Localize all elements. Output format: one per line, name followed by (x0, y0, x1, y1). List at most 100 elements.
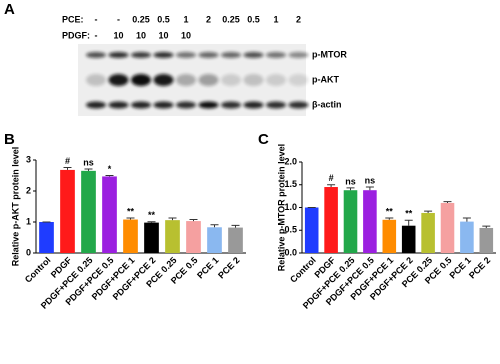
error-bar (365, 186, 374, 191)
significance: ** (405, 209, 413, 219)
error-bar (231, 224, 240, 228)
blot-band (288, 101, 309, 109)
panel-label: C (258, 131, 269, 148)
error-bar (327, 184, 336, 188)
row-label: PDGF: (62, 30, 90, 40)
error-bar (482, 225, 491, 228)
significance: ns (365, 175, 376, 185)
blot-band (221, 101, 241, 109)
bar (102, 176, 117, 253)
y-tick-label: 3 (26, 154, 31, 164)
lane-label: - (117, 14, 120, 24)
blot-band (266, 101, 286, 109)
bar (324, 187, 338, 253)
y-tick-label: 0.5 (284, 225, 297, 235)
blot-band (288, 74, 309, 86)
x-tick-label: PCE 2 (216, 255, 241, 280)
error-bar (346, 187, 355, 191)
blot-band (86, 74, 106, 86)
blot-band (131, 101, 151, 109)
lane-label: 10 (158, 30, 168, 40)
bar (479, 227, 494, 253)
bar (123, 219, 138, 253)
bar (304, 207, 319, 253)
error-bar (404, 219, 413, 226)
lane-label: - (95, 30, 98, 40)
significance: # (329, 173, 334, 183)
error-bar (189, 219, 198, 222)
blot-band (176, 52, 196, 58)
lane-label: 1 (273, 14, 278, 24)
blot-band (131, 52, 151, 58)
significance: ** (127, 206, 135, 216)
lane-label: 2 (296, 14, 301, 24)
bar (382, 219, 397, 253)
blot-band (266, 52, 286, 58)
panel-label: A (4, 1, 15, 18)
blot-band (131, 74, 151, 86)
error-bar (105, 175, 114, 177)
blot-band (176, 101, 196, 109)
y-tick-label: 1 (26, 216, 31, 226)
lane-label: 0.5 (157, 14, 170, 24)
blot-band (198, 74, 219, 86)
error-bar (385, 217, 394, 220)
panel-label: B (4, 131, 15, 148)
x-tick-label: PCE 2 (467, 255, 492, 280)
significance: ns (83, 157, 94, 167)
lane-label: 10 (113, 30, 123, 40)
error-bar (443, 201, 452, 203)
lane-label: 0.25 (132, 14, 150, 24)
y-axis-label: Relative p-MTOR protein level (276, 144, 286, 271)
blot-band (86, 101, 106, 109)
blot-band (198, 101, 219, 109)
y-tick-label: 0 (26, 247, 31, 257)
blot-band (288, 52, 309, 58)
x-tick-label: Control (23, 255, 53, 285)
error-bar (210, 224, 219, 228)
error-bar (63, 166, 72, 170)
lane-label: 2 (206, 14, 211, 24)
x-tick-label: Control (288, 255, 318, 285)
y-tick-label: 2 (26, 185, 31, 195)
blot-band (266, 74, 286, 86)
y-tick-label: 0.0 (284, 247, 297, 257)
blot-band (243, 74, 264, 86)
blot-band (243, 101, 264, 109)
bar (228, 227, 243, 253)
blot-band (153, 74, 174, 86)
bar (460, 221, 474, 253)
blot-band (198, 52, 219, 58)
bar (401, 225, 416, 253)
significance: ns (345, 176, 356, 186)
bar (343, 190, 358, 253)
blot-band (86, 52, 106, 58)
bar (144, 222, 159, 253)
blot-band (108, 74, 129, 86)
bar (207, 227, 222, 253)
blot-band (108, 101, 129, 109)
lane-label: 10 (181, 30, 191, 40)
y-axis-label: Relative p-AKT protein level (10, 147, 20, 267)
y-tick-label: 2.0 (284, 156, 297, 166)
y-tick-label: 1.5 (284, 179, 297, 189)
lane-label: 1 (183, 14, 188, 24)
lane-label: 0.5 (247, 14, 260, 24)
error-bar (424, 210, 433, 213)
significance: ** (386, 206, 394, 216)
band-label: β-actin (312, 99, 342, 109)
error-bar (462, 217, 471, 222)
lane-label: 0.25 (222, 14, 240, 24)
bar (421, 212, 435, 253)
x-tick-label: PCE 1 (195, 255, 220, 280)
bar (60, 169, 75, 253)
lane-label: - (95, 14, 98, 24)
blot-band (221, 74, 241, 86)
blot-band (176, 74, 196, 86)
error-bar (126, 217, 135, 220)
significance: * (108, 164, 112, 174)
bar (81, 170, 96, 253)
lane-label: 10 (136, 30, 146, 40)
row-label: PCE: (62, 14, 84, 24)
